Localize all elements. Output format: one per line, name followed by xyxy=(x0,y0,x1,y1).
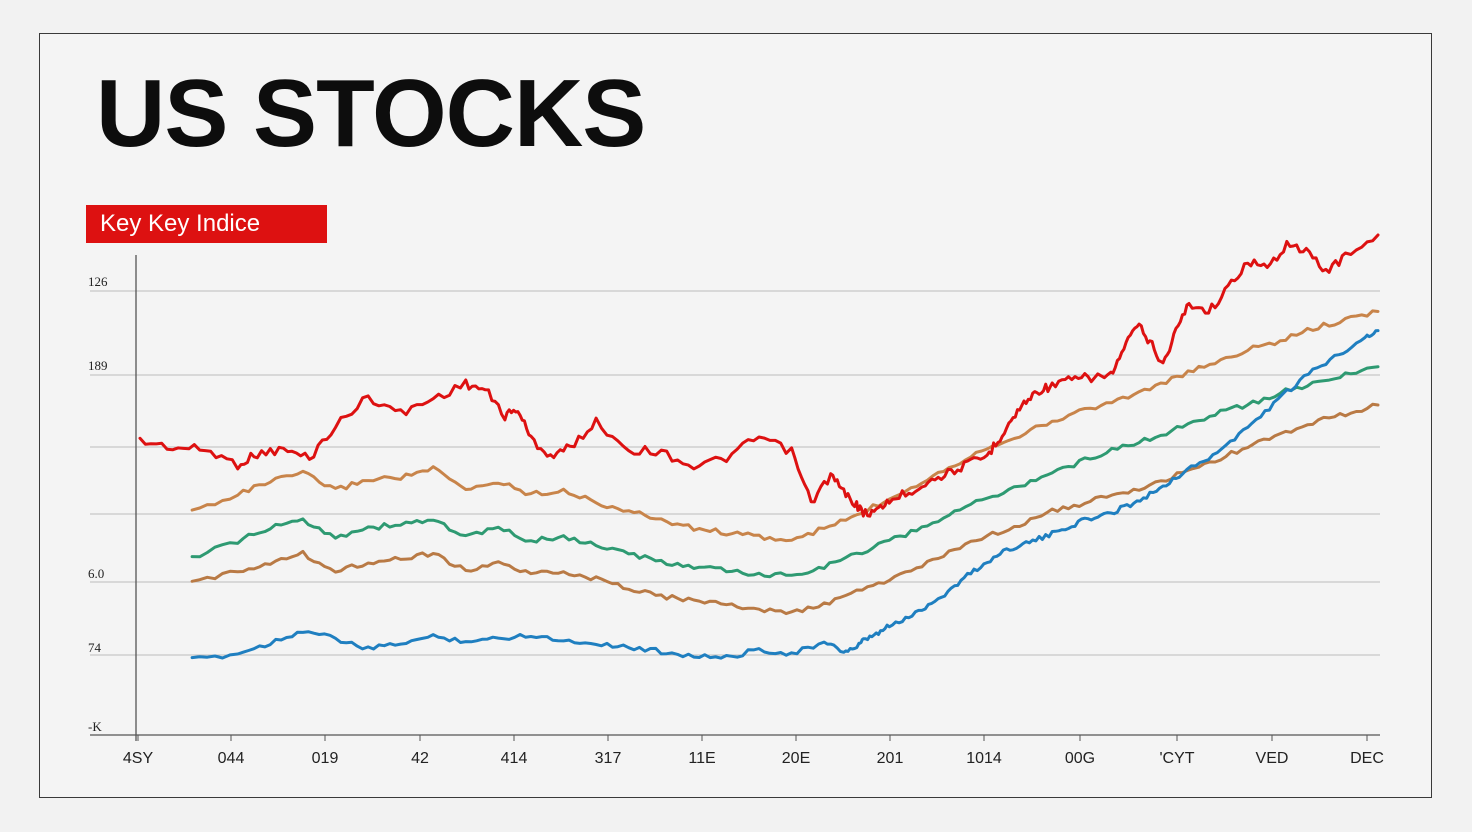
subtitle-badge: Key Key Indice xyxy=(86,205,327,243)
x-tick-label: 317 xyxy=(594,750,622,767)
x-tick-label: 11E xyxy=(688,750,716,767)
chart-title: US STOCKS xyxy=(96,60,646,167)
series-line xyxy=(190,309,1380,543)
x-tick-label: DEC xyxy=(1350,750,1384,767)
y-tick-label: -K xyxy=(88,719,102,734)
x-tick-label: 019 xyxy=(311,750,339,767)
x-tick-label: 'CYT xyxy=(1159,750,1195,767)
x-tick-label: 4SY xyxy=(122,750,154,767)
y-tick-label: 6.0 xyxy=(88,566,105,581)
series-line xyxy=(138,233,1380,518)
y-tick-label: 74 xyxy=(88,640,101,655)
series-line xyxy=(190,329,1380,660)
y-tick-label: 126 xyxy=(88,274,108,289)
x-tick-label: 201 xyxy=(876,750,904,767)
x-tick-label: 42 xyxy=(411,750,429,767)
x-tick-label: 20E xyxy=(781,750,811,767)
x-tick-label: 00G xyxy=(1064,750,1096,767)
x-tick-label: VED xyxy=(1255,750,1289,767)
x-tick-label: 414 xyxy=(500,750,528,767)
x-tick-label: 1014 xyxy=(966,750,1002,767)
chart-frame xyxy=(39,33,1432,798)
series-line xyxy=(190,365,1380,579)
y-tick-label: 189 xyxy=(88,358,108,373)
x-tick-label: 044 xyxy=(217,750,245,767)
